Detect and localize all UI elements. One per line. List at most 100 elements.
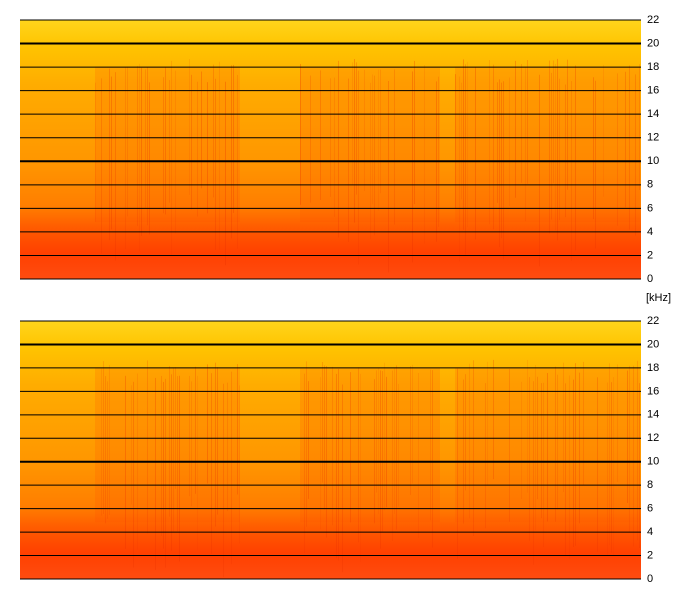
activity-stripe (575, 363, 576, 546)
activity-stripe (565, 84, 566, 218)
activity-stripe (213, 64, 214, 198)
activity-stripe (633, 365, 634, 547)
activity-region (300, 66, 440, 223)
activity-stripe (535, 365, 536, 531)
y-tick-label: 12 (647, 432, 659, 444)
activity-stripe (356, 62, 357, 195)
activity-stripe (485, 383, 486, 529)
activity-stripe (163, 381, 164, 549)
activity-stripe (165, 378, 166, 568)
activity-stripe (338, 368, 339, 561)
activity-stripe (551, 72, 552, 220)
activity-stripe (133, 381, 134, 568)
spectrogram-image (20, 20, 641, 279)
activity-stripe (103, 361, 104, 515)
activity-stripe (467, 61, 468, 228)
y-tick-label: 12 (647, 132, 659, 144)
activity-stripe (191, 381, 192, 507)
activity-stripe (384, 362, 385, 511)
activity-stripe (473, 360, 474, 537)
activity-stripe (147, 360, 148, 534)
y-tick-label: 6 (647, 503, 653, 515)
activity-stripe (559, 78, 560, 221)
activity-stripe (461, 82, 462, 200)
activity-stripe (300, 63, 301, 205)
activity-stripe (543, 382, 544, 548)
activity-stripe (380, 370, 381, 549)
activity-stripe (364, 69, 365, 191)
activity-stripe (438, 76, 439, 227)
activity-stripe (533, 381, 534, 565)
y-tick-label: 20 (647, 37, 659, 49)
activity-stripe (555, 366, 556, 522)
activity-stripe (410, 365, 411, 495)
activity-stripe (499, 79, 500, 248)
activity-stripe (215, 362, 216, 527)
activity-stripe (394, 367, 395, 514)
activity-stripe (515, 60, 516, 198)
activity-stripe (320, 70, 321, 200)
activity-stripe (155, 377, 156, 570)
activity-stripe (418, 373, 419, 538)
y-tick-label: 2 (647, 549, 653, 561)
activity-stripe (336, 373, 337, 559)
activity-stripe (617, 73, 618, 226)
spectrogram-panel: 0 2 4 6 8 10 12 14 16 18 20 22 (20, 315, 659, 585)
activity-stripe (463, 59, 464, 230)
activity-stripe (191, 74, 192, 210)
activity-stripe (145, 69, 146, 208)
activity-stripe (575, 65, 576, 251)
activity-stripe (310, 75, 311, 203)
activity-stripe (179, 375, 180, 562)
activity-stripe (557, 58, 558, 241)
activity-stripe (195, 366, 196, 494)
activity-stripe (219, 61, 220, 250)
activity-stripe (503, 81, 504, 260)
activity-stripe (465, 374, 466, 491)
activity-stripe (567, 59, 568, 190)
spectrogram-image (20, 321, 641, 579)
activity-stripe (308, 381, 309, 499)
activity-stripe (457, 368, 458, 559)
activity-stripe (509, 77, 510, 207)
activity-stripe (465, 64, 466, 255)
activity-stripe (609, 363, 610, 546)
activity-stripe (380, 69, 381, 194)
activity-stripe (595, 80, 596, 249)
activity-stripe (215, 78, 216, 250)
activity-stripe (629, 365, 630, 532)
activity-stripe (207, 364, 208, 484)
y-tick-label: 16 (647, 85, 659, 97)
activity-stripe (233, 64, 234, 213)
activity-stripe (547, 373, 548, 522)
activity-stripe (177, 376, 178, 532)
y-tick-label: 20 (647, 338, 659, 350)
activity-stripe (189, 59, 190, 195)
y-tick-label: 0 (647, 573, 653, 585)
activity-stripe (324, 365, 325, 510)
axis-unit-label: [kHz] (646, 292, 671, 304)
activity-stripe (189, 375, 190, 497)
activity-stripe (354, 59, 355, 223)
activity-stripe (583, 361, 584, 486)
activity-stripe (139, 63, 140, 252)
activity-stripe (231, 65, 232, 239)
activity-stripe (521, 63, 522, 183)
y-tick-label: 8 (647, 179, 653, 191)
y-tick-label: 18 (647, 61, 659, 73)
activity-stripe (412, 71, 413, 263)
activity-stripe (571, 81, 572, 261)
activity-stripe (392, 370, 393, 541)
activity-stripe (334, 77, 335, 217)
activity-stripe (101, 368, 102, 516)
activity-stripe (629, 65, 630, 230)
activity-stripe (432, 370, 433, 548)
activity-stripe (394, 69, 395, 225)
activity-stripe (125, 67, 126, 250)
activity-stripe (141, 67, 142, 236)
activity-stripe (388, 80, 389, 273)
activity-stripe (565, 383, 566, 557)
activity-stripe (165, 67, 166, 215)
activity-stripe (573, 379, 574, 547)
